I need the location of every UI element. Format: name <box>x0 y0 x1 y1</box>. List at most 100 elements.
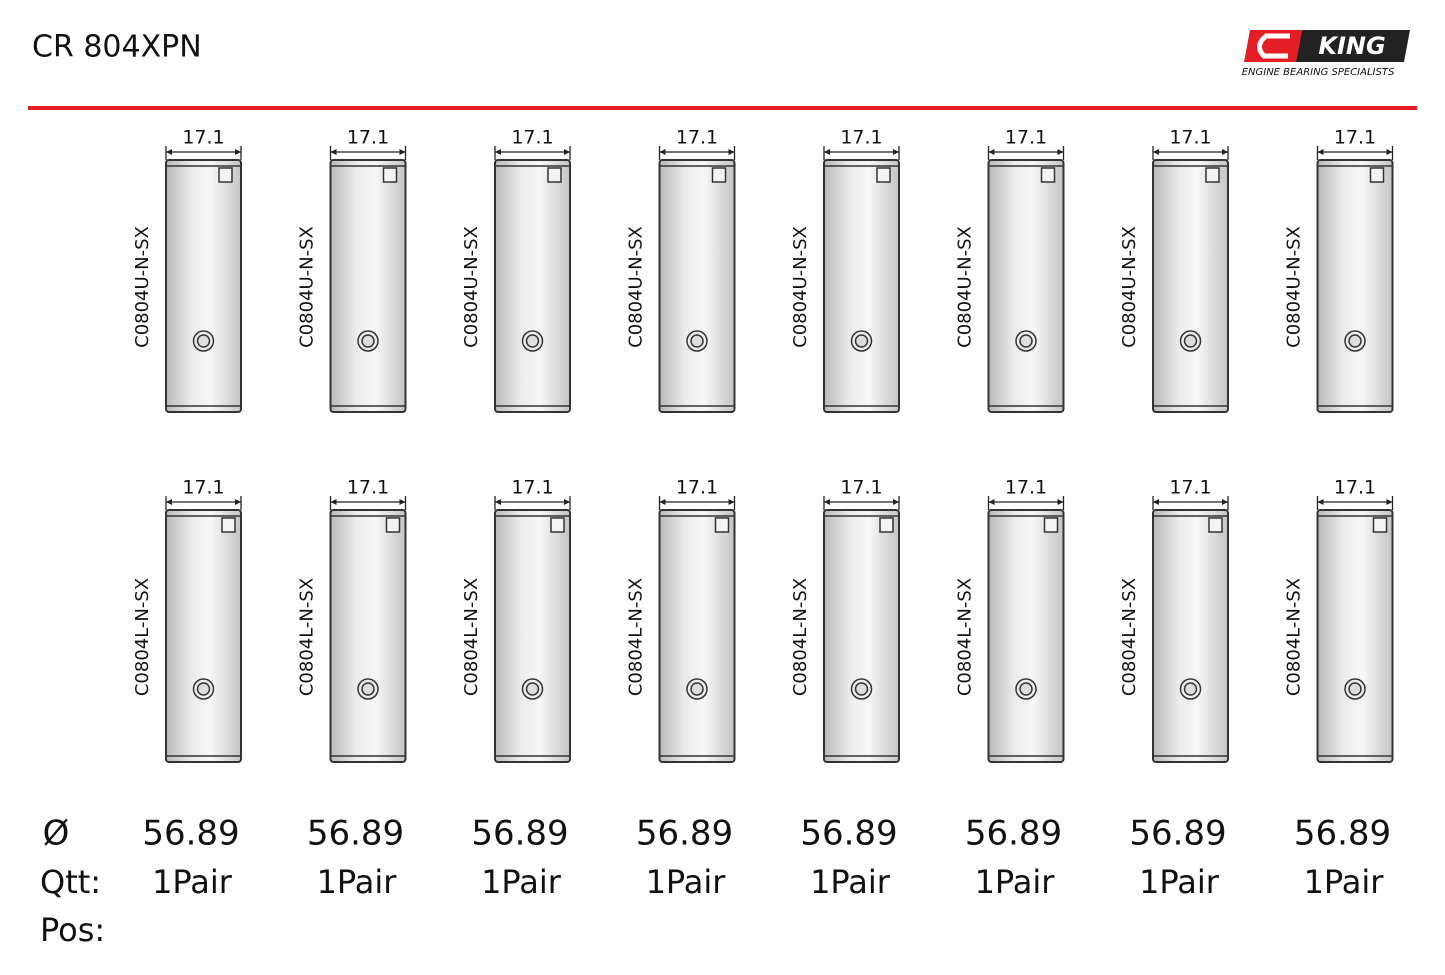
oil-hole-inner <box>1019 334 1033 348</box>
oil-hole-inner <box>854 334 869 348</box>
bearing-shell <box>165 159 242 413</box>
part-number: C0804L-N-SX <box>790 578 811 696</box>
part-number: C0804U-N-SX <box>626 226 647 348</box>
bearing-shell <box>494 509 571 763</box>
part-number: C0804L-N-SX <box>955 578 976 696</box>
oil-hole-inner <box>361 682 375 696</box>
part-number: C0804U-N-SX <box>461 226 482 348</box>
width-label: 17.1 <box>676 127 718 149</box>
quantity-value: 1Pair <box>646 863 727 901</box>
bearing-shell <box>1152 509 1229 763</box>
part-number: C0804U-N-SX <box>132 226 153 348</box>
locating-tab <box>876 167 891 183</box>
oil-hole-inner <box>854 682 869 696</box>
part-number: C0804U-N-SX <box>1119 226 1140 348</box>
part-number: C0804U-N-SX <box>955 226 976 348</box>
width-label: 17.1 <box>511 127 553 149</box>
width-label: 17.1 <box>347 127 389 149</box>
width-label: 17.1 <box>676 477 718 499</box>
quantity-value: 1Pair <box>810 863 891 901</box>
bearing-shell <box>1316 509 1394 763</box>
width-label: 17.1 <box>1169 127 1211 149</box>
part-number: C0804L-N-SX <box>297 578 318 696</box>
part-number: C0804U-N-SX <box>790 226 811 348</box>
quantity-value: 1Pair <box>317 863 398 901</box>
quantity-value: 1Pair <box>1304 863 1385 901</box>
width-label: 17.1 <box>1169 477 1211 499</box>
bearing-shell <box>329 509 407 763</box>
width-label: 17.1 <box>347 477 389 499</box>
diameter-value: 56.89 <box>800 814 897 854</box>
bearing-shell <box>329 159 407 413</box>
locating-tab <box>1208 517 1223 533</box>
width-label: 17.1 <box>1334 477 1376 499</box>
oil-hole-inner <box>196 682 211 696</box>
bearing-shell <box>165 509 242 763</box>
quantity-value: 1Pair <box>1139 863 1220 901</box>
header-rule <box>28 106 1417 110</box>
width-label: 17.1 <box>182 127 224 149</box>
locating-tab <box>711 167 727 183</box>
bearing-shell <box>658 509 736 763</box>
diameter-value: 56.89 <box>965 814 1062 854</box>
locating-tab <box>714 517 730 533</box>
locating-tab <box>385 517 401 533</box>
locating-tab <box>218 167 233 183</box>
oil-hole-inner <box>690 334 704 348</box>
width-label: 17.1 <box>1005 477 1047 499</box>
diameter-value: 56.89 <box>142 814 239 854</box>
width-label: 17.1 <box>840 127 882 149</box>
part-number: C0804U-N-SX <box>297 226 318 348</box>
oil-hole-inner <box>196 334 211 348</box>
part-number: C0804L-N-SX <box>1284 578 1305 696</box>
diameter-value: 56.89 <box>307 814 404 854</box>
oil-hole-inner <box>690 682 704 696</box>
quantity-label: Qtt: <box>40 863 101 901</box>
oil-hole-inner <box>1183 334 1198 348</box>
locating-tab <box>382 167 398 183</box>
logo-tagline: ENGINE BEARING SPECIALISTS <box>1242 67 1395 78</box>
locating-tab <box>1040 167 1056 183</box>
locating-tab <box>1372 517 1388 533</box>
title: CR 804XPN <box>32 30 202 65</box>
bearing-shell <box>494 159 571 413</box>
oil-hole-inner <box>1183 682 1198 696</box>
locating-tab <box>1369 167 1385 183</box>
bearing-shell <box>1152 159 1229 413</box>
locating-tab <box>221 517 236 533</box>
bearing-shell <box>823 159 900 413</box>
locating-tab <box>547 167 562 183</box>
oil-hole-inner <box>361 334 375 348</box>
bearing-shell <box>658 159 736 413</box>
bearing-shell <box>987 509 1065 763</box>
bearing-shell <box>987 159 1065 413</box>
locating-tab <box>550 517 565 533</box>
logo-box <box>1296 30 1410 62</box>
part-number: C0804L-N-SX <box>461 578 482 696</box>
bearing-shell <box>1316 159 1394 413</box>
position-label: Pos: <box>40 911 105 949</box>
diameter-value: 56.89 <box>636 814 733 854</box>
diameter-value: 56.89 <box>1129 814 1226 854</box>
width-label: 17.1 <box>1005 127 1047 149</box>
width-label: 17.1 <box>840 477 882 499</box>
quantity-value: 1Pair <box>152 863 233 901</box>
oil-hole-inner <box>1019 682 1033 696</box>
oil-hole-inner <box>525 334 540 348</box>
locating-tab <box>1043 517 1059 533</box>
quantity-value: 1Pair <box>975 863 1056 901</box>
width-label: 17.1 <box>182 477 224 499</box>
bearing-shell <box>823 509 900 763</box>
part-number: C0804L-N-SX <box>1119 578 1140 696</box>
locating-tab <box>879 517 894 533</box>
part-number: C0804U-N-SX <box>1284 226 1305 348</box>
part-number: C0804L-N-SX <box>132 578 153 696</box>
locating-tab <box>1205 167 1220 183</box>
oil-hole-inner <box>1348 682 1362 696</box>
diameter-value: 56.89 <box>471 814 568 854</box>
diameter-label: Ø <box>43 814 70 854</box>
oil-hole-inner <box>1348 334 1362 348</box>
quantity-value: 1Pair <box>481 863 562 901</box>
oil-hole-inner <box>525 682 540 696</box>
